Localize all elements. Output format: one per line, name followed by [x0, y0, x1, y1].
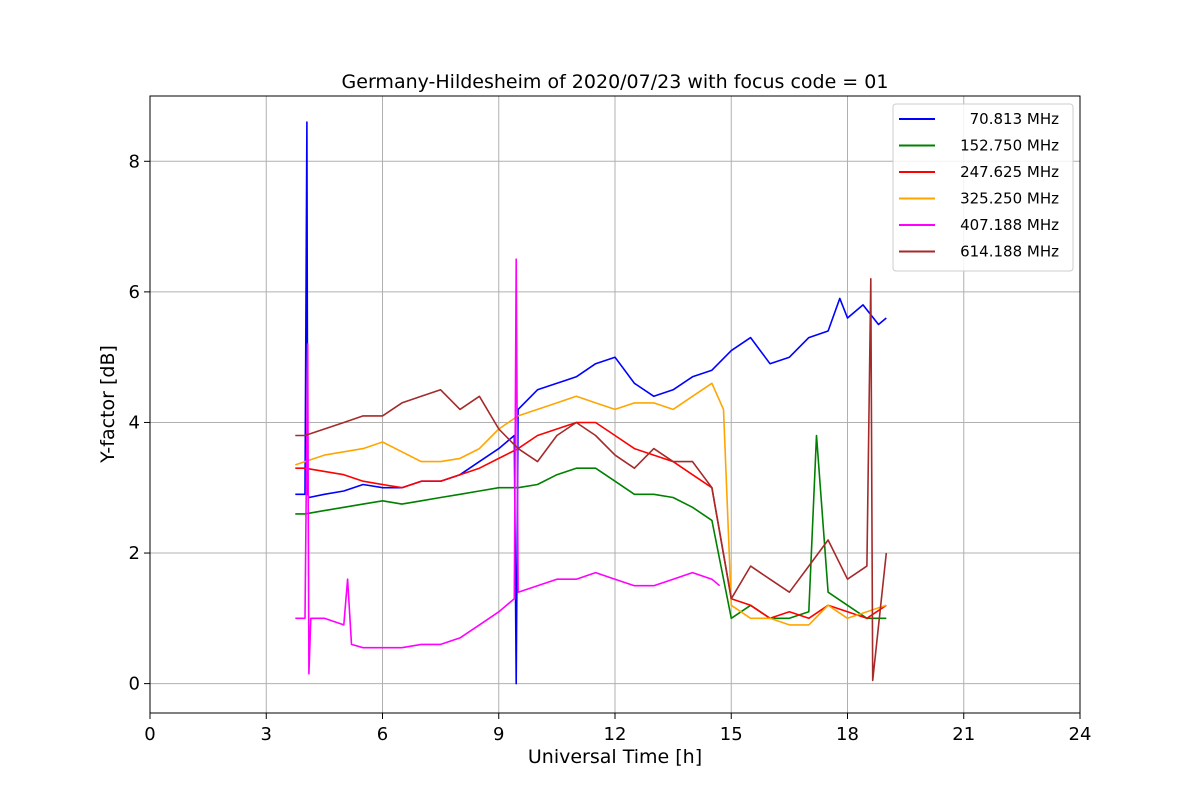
- legend-label-5: 407.188 MHz: [960, 216, 1059, 234]
- legend-label-3: 247.625 MHz: [960, 163, 1059, 181]
- y-axis-ticks: 0 2 4 6 8: [129, 151, 150, 695]
- series-line-4: [295, 382, 887, 626]
- x-axis-ticks: 0 3 6 9 12 15 18 21 24: [144, 713, 1091, 745]
- grid-lines: [150, 96, 1080, 713]
- legend: 70.813 MHz 152.750 MHz 247.625 MHz 325.250 …: [892, 103, 1074, 272]
- y-tick-label: 8: [129, 151, 140, 172]
- series-line-1: [295, 121, 887, 685]
- chart-title: Germany-Hildesheim of 2020/07/23 with fo…: [342, 71, 889, 93]
- x-tick-label: 21: [952, 724, 975, 745]
- legend-box: [892, 103, 1074, 272]
- legend-label-2: 152.750 MHz: [960, 137, 1059, 155]
- x-tick-label: 12: [604, 724, 627, 745]
- series-line-2: [295, 434, 887, 620]
- y-tick-label: 0: [129, 674, 140, 695]
- series-lines: [295, 121, 888, 685]
- legend-label-1: 70.813 MHz: [970, 110, 1059, 128]
- y-tick-label: 6: [129, 282, 140, 303]
- y-axis-label: Y-factor [dB]: [97, 345, 119, 464]
- x-axis-label: Universal Time [h]: [528, 746, 702, 768]
- y-tick-label: 2: [129, 543, 140, 564]
- x-tick-label: 9: [493, 724, 504, 745]
- x-tick-label: 0: [144, 724, 155, 745]
- x-tick-label: 6: [377, 724, 388, 745]
- legend-label-6: 614.188 MHz: [960, 243, 1059, 261]
- legend-label-4: 325.250 MHz: [960, 190, 1059, 208]
- x-tick-label: 18: [836, 724, 859, 745]
- x-tick-label: 15: [720, 724, 743, 745]
- x-tick-label: 3: [261, 724, 272, 745]
- series-line-5: [295, 258, 721, 675]
- series-line-6: [295, 277, 888, 682]
- x-tick-label: 24: [1069, 724, 1092, 745]
- y-tick-label: 4: [129, 412, 140, 433]
- series-line-3: [295, 421, 887, 620]
